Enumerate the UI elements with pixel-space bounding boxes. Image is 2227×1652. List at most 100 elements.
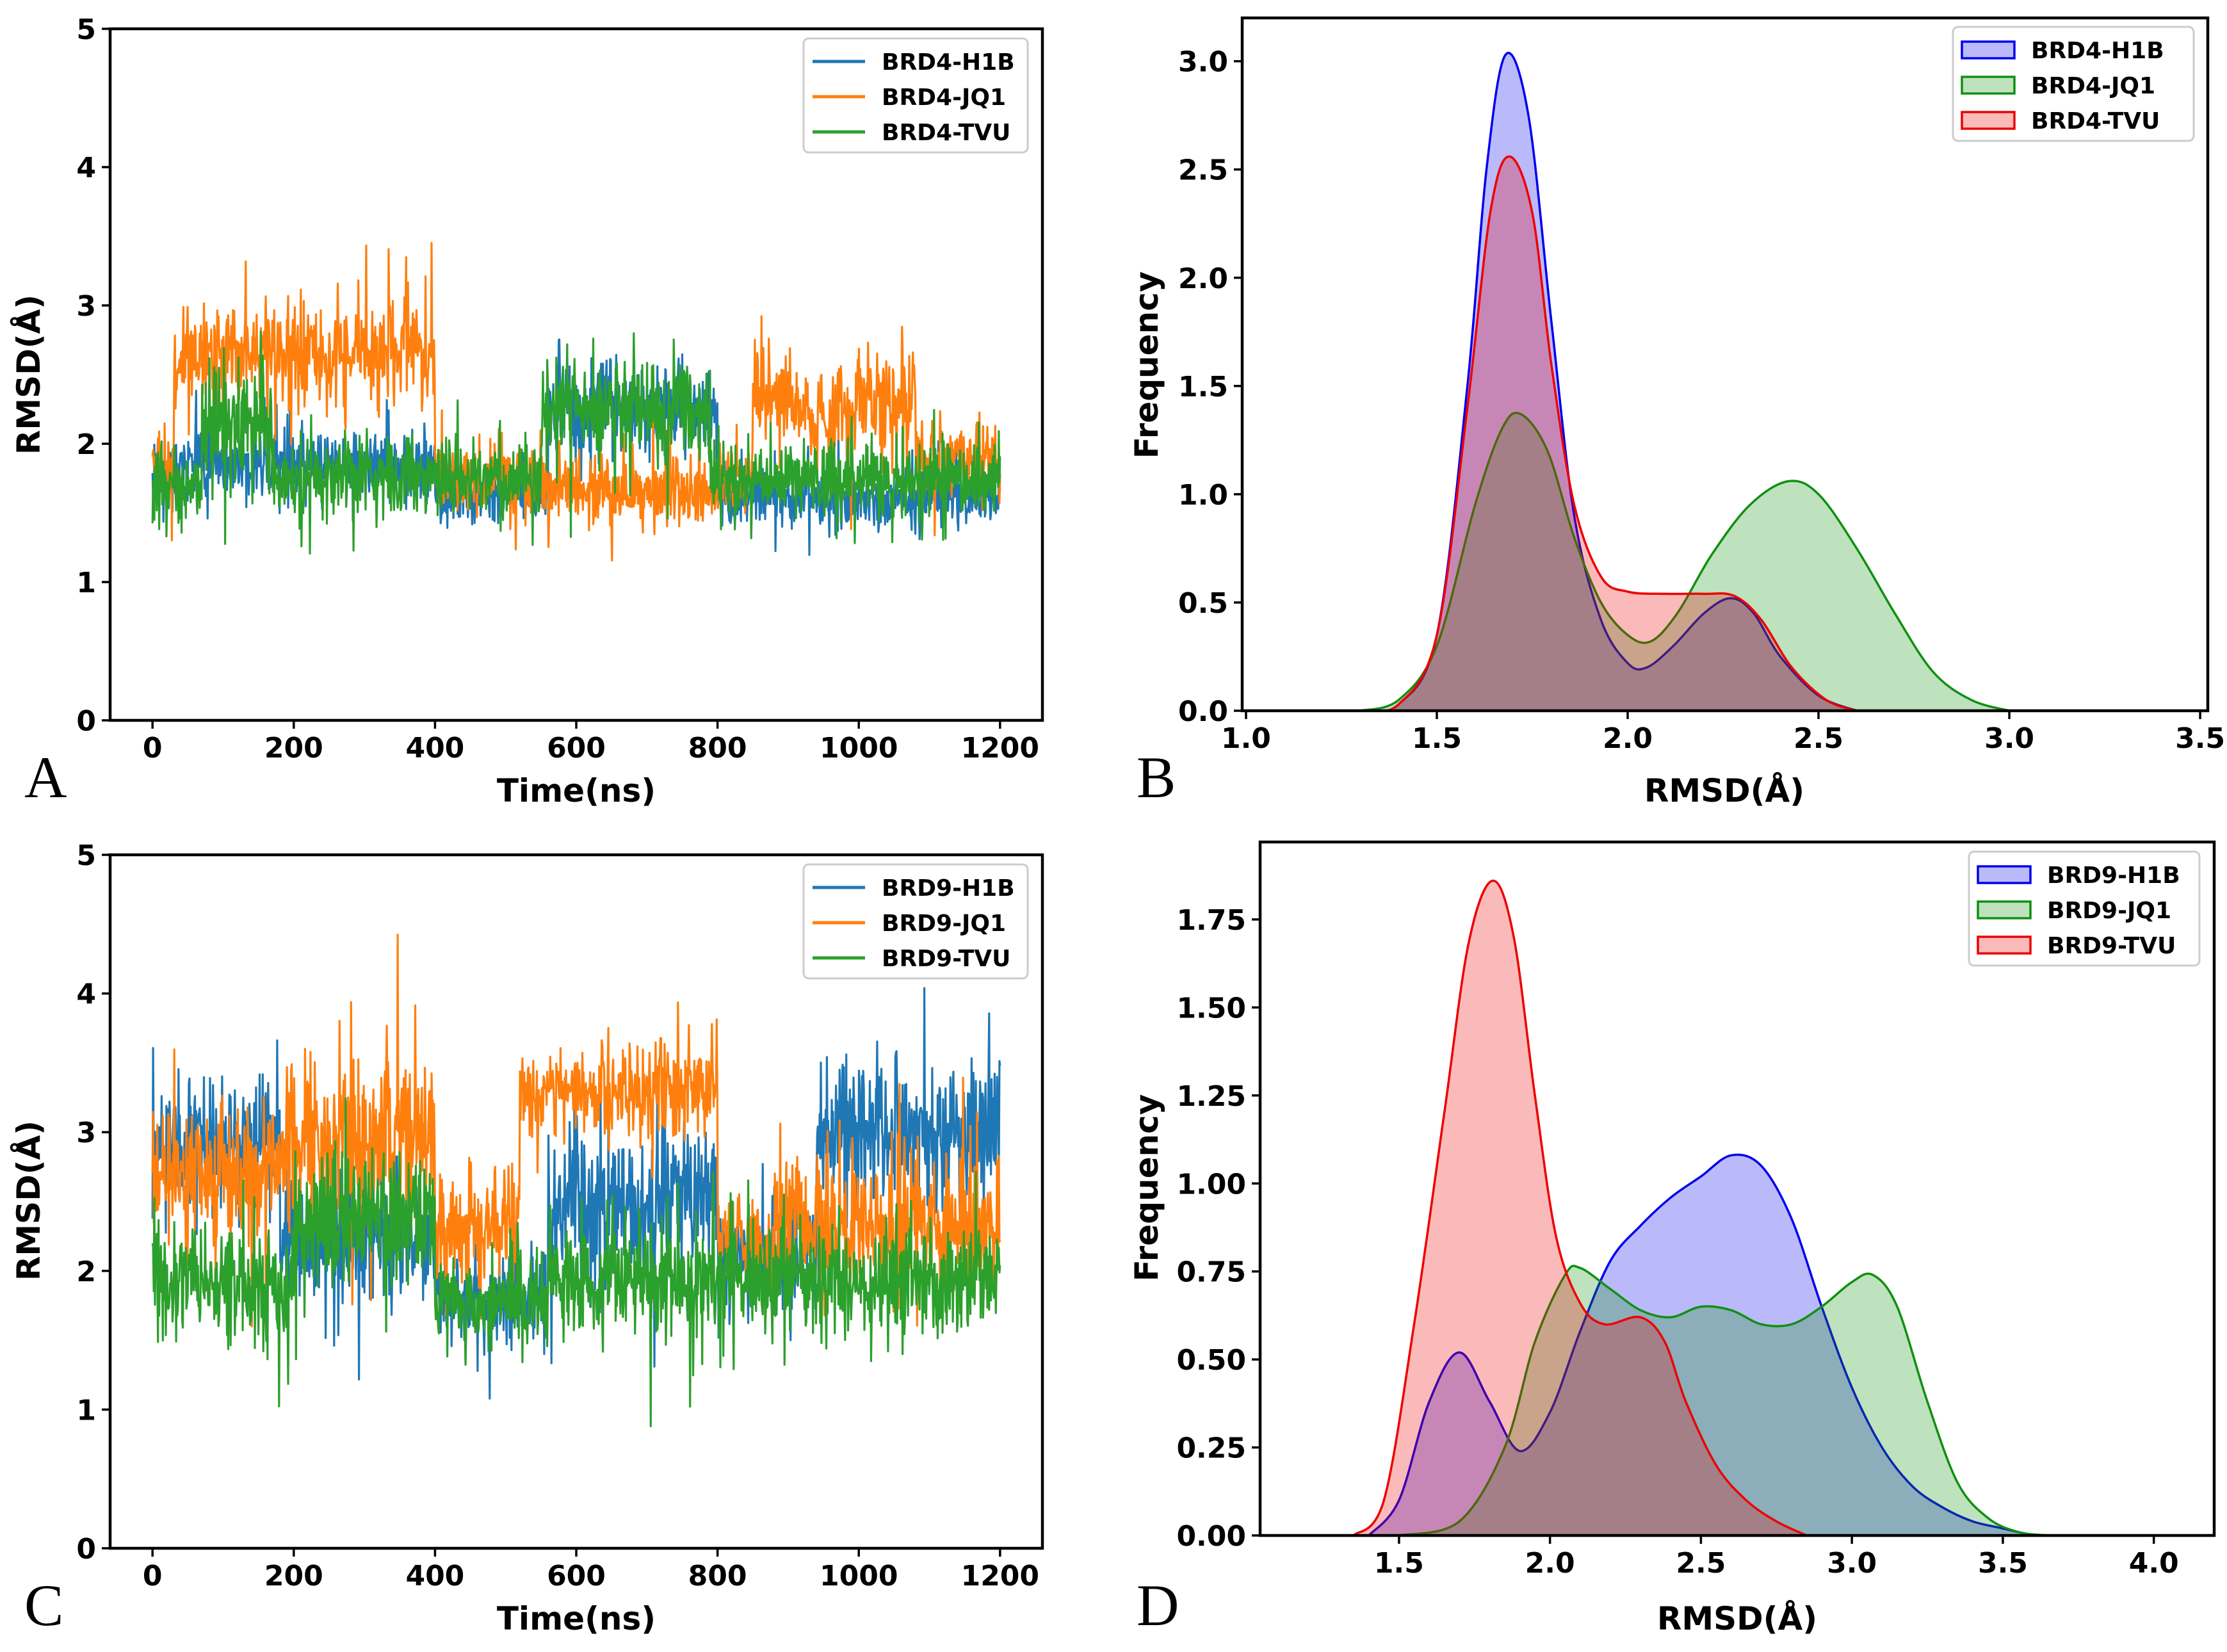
y-tick-label: 0 bbox=[76, 1533, 96, 1566]
x-tick-label: 400 bbox=[405, 732, 464, 765]
x-tick-label: 1200 bbox=[961, 1560, 1039, 1592]
y-tick-label: 3 bbox=[76, 1117, 96, 1149]
legend: BRD9-H1B BRD9-JQ1 BRD9-TVU bbox=[1968, 850, 2201, 967]
legend-label: BRD4-JQ1 bbox=[2031, 73, 2155, 99]
y-tick-label: 1 bbox=[76, 1394, 96, 1427]
x-tick-label: 600 bbox=[547, 1560, 606, 1592]
y-tick-label: 3 bbox=[76, 290, 96, 323]
y-axis-label: RMSD(Å) bbox=[10, 295, 47, 455]
legend-label: BRD9-TVU bbox=[882, 946, 1010, 972]
axes-frame bbox=[1258, 840, 2216, 1537]
legend-label: BRD4-H1B bbox=[882, 49, 1015, 76]
panel-d: 1.5 2.0 2.5 3.0 3.5 4.0 0.00 0.25 0.50 0.75 1.00 1.… bbox=[1128, 840, 2216, 1638]
y-axis-label: RMSD(Å) bbox=[10, 1121, 47, 1281]
plot-area bbox=[151, 241, 1001, 562]
y-tick-label: 1.75 bbox=[1176, 904, 1246, 937]
y-tick-label: 0.50 bbox=[1176, 1344, 1246, 1377]
x-tick-label: 3.0 bbox=[1827, 1547, 1877, 1580]
panel-letter: C bbox=[24, 1573, 63, 1638]
x-tick-label: 600 bbox=[547, 732, 606, 765]
legend-swatch bbox=[1961, 76, 2016, 95]
legend-label: BRD9-H1B bbox=[2047, 862, 2180, 889]
series-line-brd4-jq1 bbox=[151, 241, 1001, 562]
y-tick-label: 3.0 bbox=[1178, 46, 1228, 79]
series-curve-brd9-jq1 bbox=[1398, 1265, 2048, 1535]
y-tick-label: 2 bbox=[76, 1256, 96, 1288]
legend-swatch bbox=[1977, 935, 2032, 955]
y-tick-label: 1.50 bbox=[1176, 992, 1246, 1024]
legend-label: BRD9-JQ1 bbox=[882, 911, 1006, 937]
series-curve-brd9-h1b bbox=[1368, 1153, 2034, 1535]
x-tick-label: 800 bbox=[688, 732, 747, 765]
y-tick-label: 1.00 bbox=[1176, 1168, 1246, 1201]
y-tick-label: 0.75 bbox=[1176, 1256, 1246, 1289]
x-tick-label: 1000 bbox=[820, 1560, 898, 1592]
x-tick-label: 200 bbox=[264, 1560, 323, 1592]
x-tick-label: 2.5 bbox=[1794, 722, 1843, 755]
legend-label: BRD9-TVU bbox=[2047, 933, 2176, 959]
x-tick-label: 2.5 bbox=[1676, 1547, 1726, 1580]
legend-label: BRD9-H1B bbox=[882, 875, 1015, 902]
legend-swatch bbox=[1961, 40, 2016, 60]
x-axis-label: RMSD(Å) bbox=[1657, 1599, 1817, 1637]
y-tick-label: 1.0 bbox=[1178, 479, 1228, 512]
y-tick-label: 2 bbox=[76, 428, 96, 461]
plot-area bbox=[1360, 52, 2010, 711]
legend-label: BRD9-JQ1 bbox=[2047, 898, 2171, 924]
y-tick-label: 0.0 bbox=[1178, 695, 1228, 728]
legend-label: BRD4-TVU bbox=[882, 120, 1010, 146]
x-axis-label: RMSD(Å) bbox=[1644, 772, 1804, 809]
y-tick-label: 0 bbox=[76, 705, 96, 738]
x-tick-label: 2.0 bbox=[1603, 722, 1653, 755]
legend-box bbox=[802, 37, 1029, 154]
x-tick-label: 1200 bbox=[961, 732, 1039, 765]
legend-label: BRD4-TVU bbox=[2031, 108, 2160, 134]
y-tick-label: 5 bbox=[76, 839, 96, 872]
x-tick-label: 1.5 bbox=[1374, 1547, 1424, 1580]
y-tick-label: 4 bbox=[76, 152, 96, 184]
x-tick-label: 3.5 bbox=[1978, 1547, 2028, 1580]
panel-letter: B bbox=[1137, 745, 1176, 810]
series-curve-brd4-tvu bbox=[1360, 155, 1858, 711]
x-axis-label: Time(ns) bbox=[497, 772, 656, 809]
x-tick-label: 200 bbox=[264, 732, 323, 765]
legend-box bbox=[802, 863, 1029, 980]
y-tick-label: 1.5 bbox=[1178, 371, 1228, 403]
x-tick-label: 400 bbox=[405, 1560, 464, 1592]
series-line-brd9-tvu bbox=[151, 1097, 1001, 1427]
y-tick-label: 2.5 bbox=[1178, 154, 1228, 187]
legend-swatch bbox=[1977, 865, 2032, 884]
series-line-brd9-jq1 bbox=[151, 934, 1001, 1327]
legend-label: BRD4-JQ1 bbox=[882, 85, 1006, 111]
series-area-brd4-tvu bbox=[1360, 156, 1857, 711]
y-tick-label: 0.5 bbox=[1178, 587, 1228, 620]
x-tick-label: 0 bbox=[143, 1560, 163, 1592]
panel-letter: A bbox=[24, 745, 67, 810]
legend: BRD9-H1B BRD9-JQ1 BRD9-TVU bbox=[802, 863, 1029, 980]
y-tick-label: 0.25 bbox=[1176, 1432, 1246, 1465]
series-area-brd4-h1b bbox=[1360, 53, 1857, 711]
y-axis-label: Frequency bbox=[1128, 271, 1165, 459]
legend: BRD4-H1B BRD4-JQ1 BRD4-TVU bbox=[1952, 26, 2195, 142]
y-tick-label: 1 bbox=[76, 567, 96, 599]
y-tick-label: 2.0 bbox=[1178, 263, 1228, 295]
y-tick-label: 0.00 bbox=[1176, 1520, 1246, 1553]
panel-a: 0 200 400 600 800 1000 1200 0 1 2 3 4 5 Time(ns) RMSD(… bbox=[10, 13, 1044, 810]
x-tick-label: 1.0 bbox=[1221, 722, 1271, 755]
x-tick-label: 0 bbox=[143, 732, 163, 765]
series-area-brd4-jq1 bbox=[1360, 412, 2010, 711]
series-area-brd9-tvu bbox=[1354, 880, 1807, 1535]
y-tick-label: 5 bbox=[76, 13, 96, 46]
series-area-brd9-jq1 bbox=[1398, 1265, 2048, 1535]
series-curve-brd4-jq1 bbox=[1360, 412, 2010, 711]
series-line-brd4-tvu bbox=[151, 330, 1001, 555]
plot-area bbox=[151, 934, 1001, 1427]
y-tick-label: 1.25 bbox=[1176, 1080, 1246, 1113]
x-tick-label: 1.5 bbox=[1412, 722, 1462, 755]
panel-letter: D bbox=[1137, 1573, 1179, 1638]
legend: BRD4-H1B BRD4-JQ1 BRD4-TVU bbox=[802, 37, 1029, 154]
x-tick-label: 2.0 bbox=[1525, 1547, 1575, 1580]
x-tick-label: 3.5 bbox=[2175, 722, 2225, 755]
y-tick-label: 4 bbox=[76, 978, 96, 1011]
